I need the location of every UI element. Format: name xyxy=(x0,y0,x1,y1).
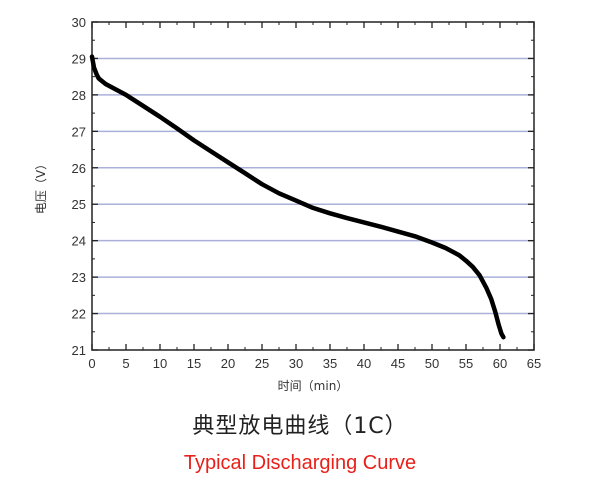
x-tick-label: 60 xyxy=(493,356,507,371)
y-axis-label: 电压（V） xyxy=(34,158,48,214)
y-tick-label: 28 xyxy=(72,88,86,103)
y-tick-label: 30 xyxy=(72,15,86,30)
x-tick-label: 25 xyxy=(255,356,269,371)
y-tick-label: 26 xyxy=(72,161,86,176)
x-tick-label: 40 xyxy=(357,356,371,371)
x-tick-label: 15 xyxy=(187,356,201,371)
x-tick-label: 55 xyxy=(459,356,473,371)
x-tick-label: 5 xyxy=(122,356,129,371)
x-tick-label: 10 xyxy=(153,356,167,371)
discharge-curve-line xyxy=(89,54,506,340)
y-tick-label: 29 xyxy=(72,51,86,66)
discharge-chart: 0 5 10 15 20 25 30 35 40 45 50 55 60 65 21 22 23 24 25 26 27… xyxy=(34,15,541,393)
y-tick-label: 25 xyxy=(72,197,86,212)
x-tick-label: 35 xyxy=(323,356,337,371)
x-tick-label: 20 xyxy=(221,356,235,371)
y-tick-label: 22 xyxy=(72,307,86,322)
chart-subtitle: Typical Discharging Curve xyxy=(183,452,417,474)
x-tick-label: 0 xyxy=(88,356,95,371)
x-tick-label: 65 xyxy=(527,356,541,371)
y-tick-label: 27 xyxy=(72,124,86,139)
y-tick-label: 24 xyxy=(72,234,86,249)
chart-title: 典型放电曲线（1C） xyxy=(192,414,408,439)
x-tick-label: 30 xyxy=(289,356,303,371)
x-tick-label: 50 xyxy=(425,356,439,371)
y-tick-label: 23 xyxy=(72,270,86,285)
y-tick-label: 21 xyxy=(72,343,86,358)
x-tick-label: 45 xyxy=(391,356,405,371)
x-axis-label: 时间（min） xyxy=(278,379,349,393)
plot-frame xyxy=(91,21,535,351)
